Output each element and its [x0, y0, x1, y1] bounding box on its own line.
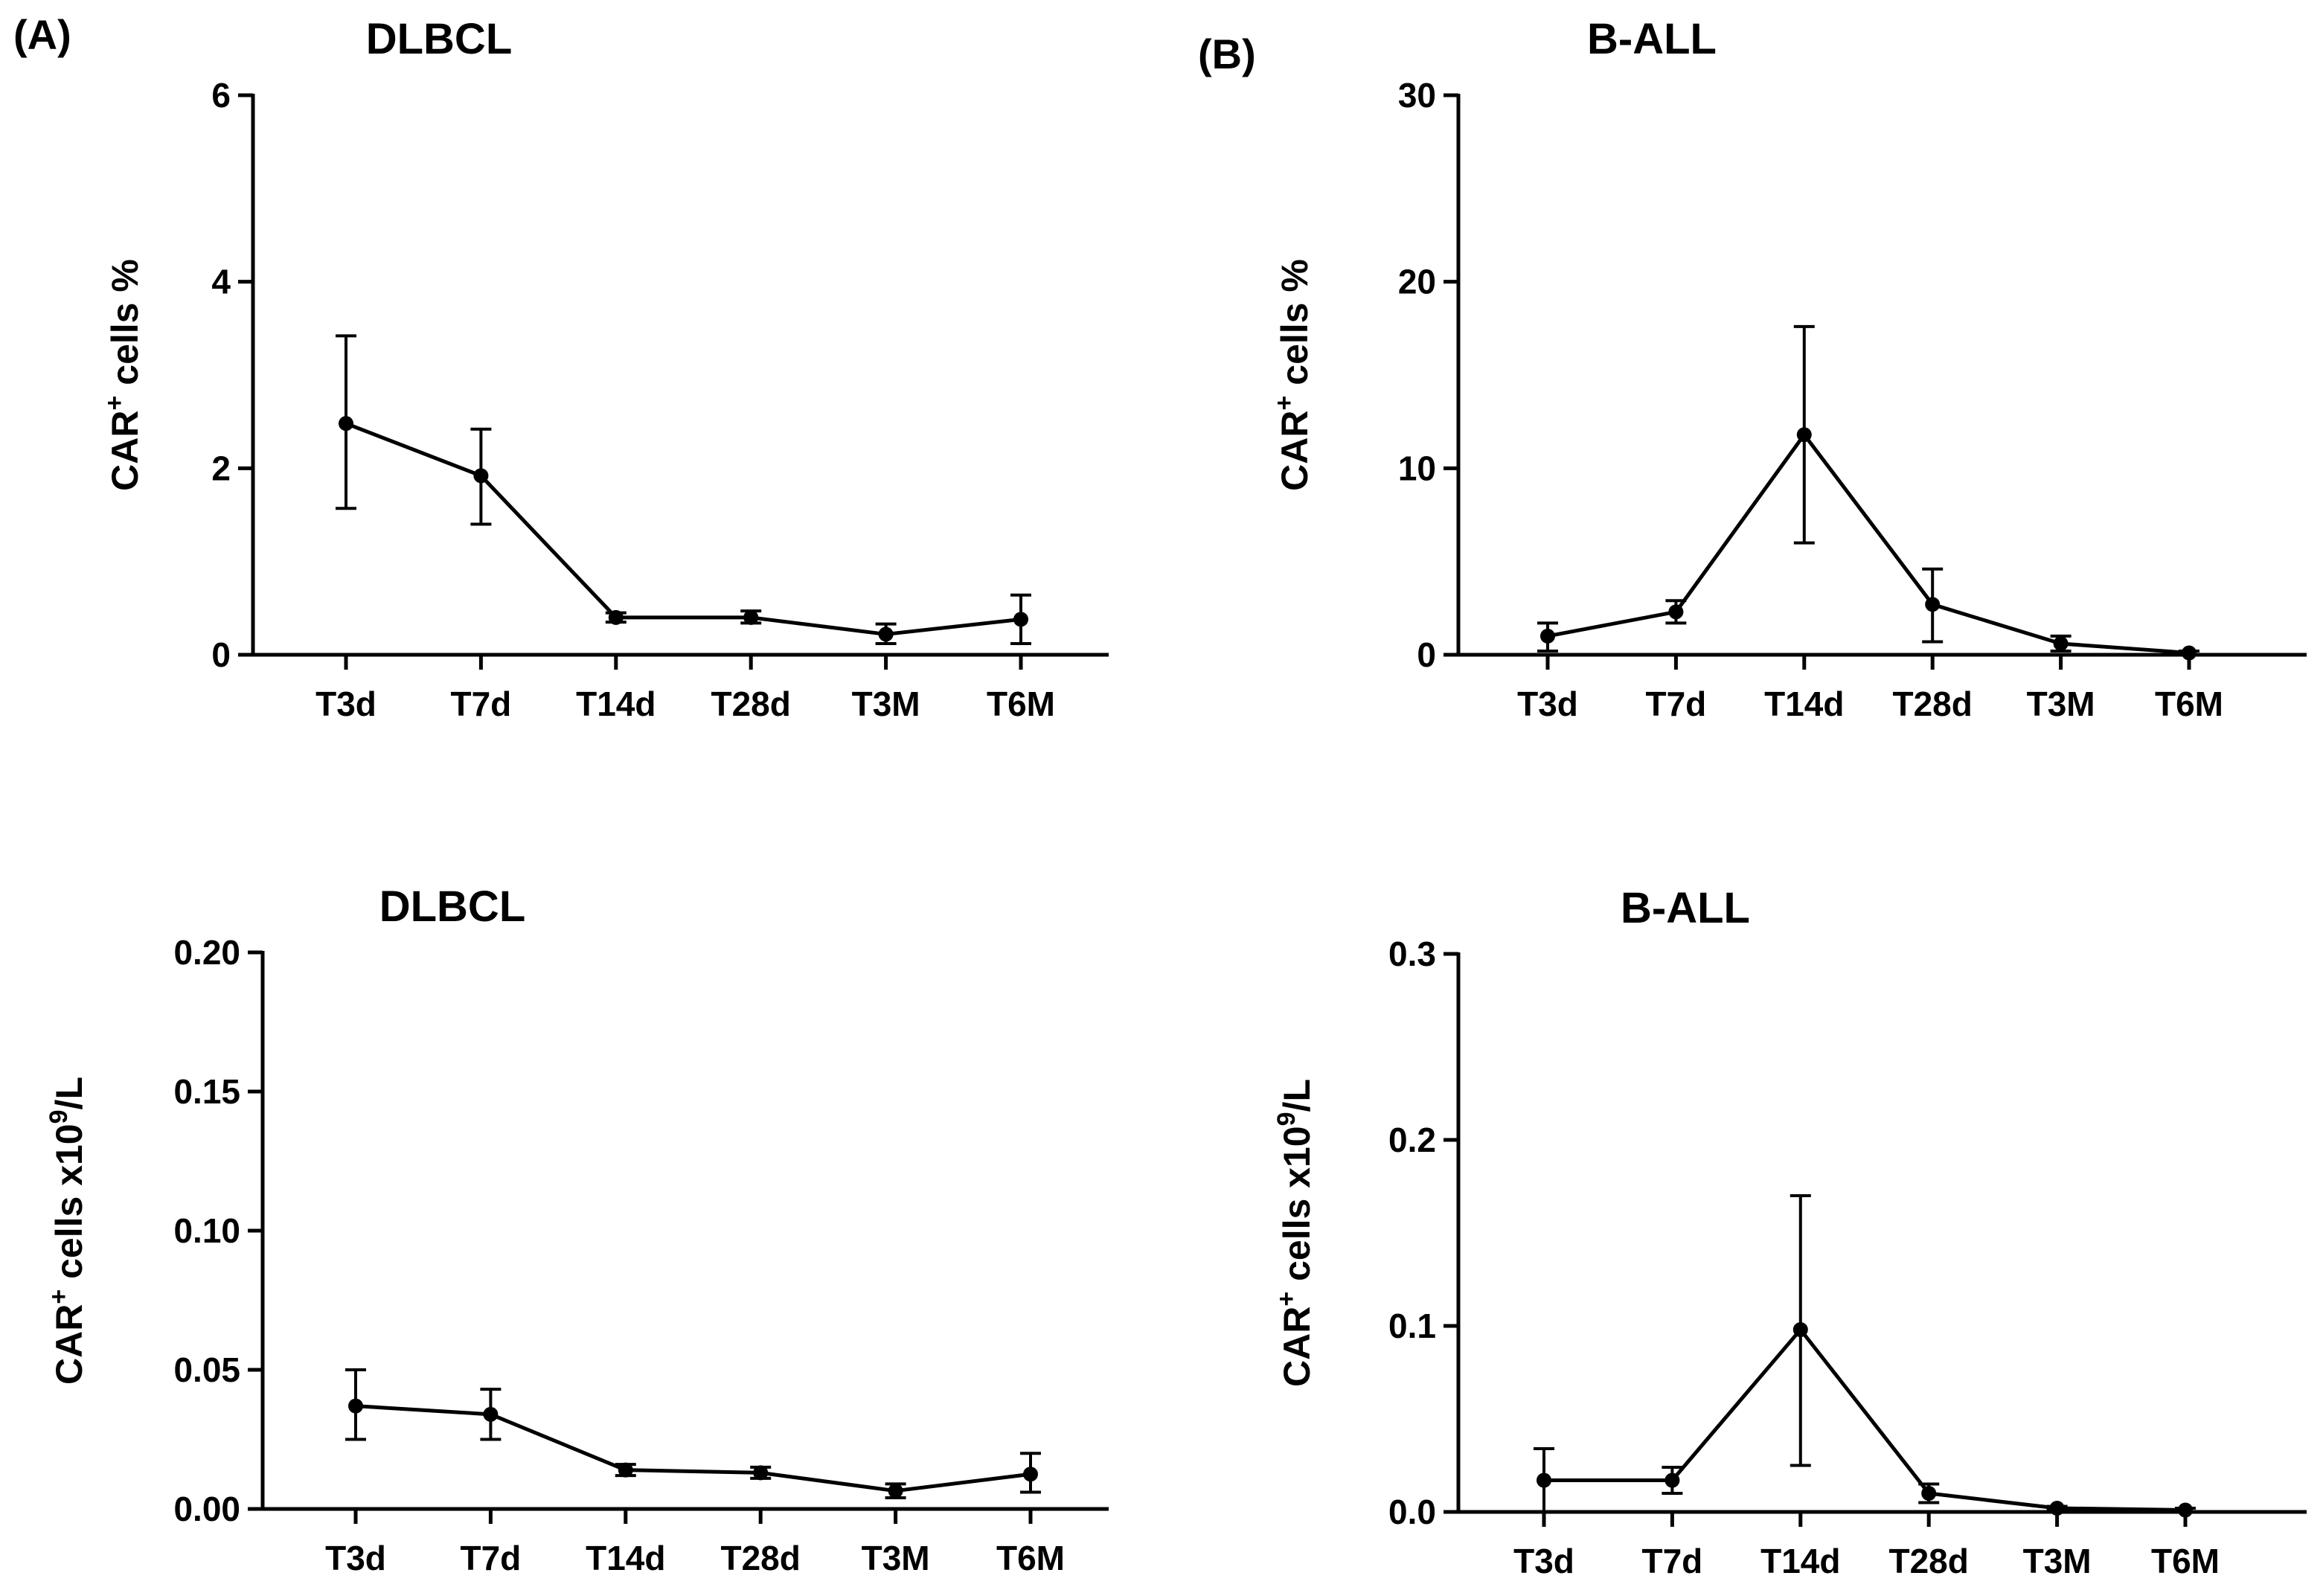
data-point	[1921, 1486, 1937, 1501]
x-tick-label: T3M	[862, 1539, 930, 1577]
x-tick-label: T14d	[1764, 685, 1844, 723]
data-point	[878, 626, 894, 642]
x-tick-label: T14d	[1760, 1542, 1840, 1580]
x-tick-label: T6M	[996, 1539, 1065, 1577]
x-tick-label: T7d	[1642, 1542, 1703, 1580]
data-point	[753, 1465, 769, 1481]
x-tick-label: T6M	[2151, 1542, 2220, 1580]
panel-label-b: (B)	[1198, 31, 1256, 77]
y-tick-label: 2	[211, 449, 231, 487]
chart-title: B-ALL	[1587, 15, 1717, 63]
data-point	[339, 416, 353, 432]
x-tick-label: T28d	[1889, 1542, 1969, 1580]
data-point	[888, 1483, 903, 1499]
x-tick-label: T3M	[2023, 1542, 2092, 1580]
data-point	[608, 609, 624, 625]
x-tick-label: T3M	[2027, 685, 2095, 723]
y-axis-label: CAR+ cells %	[100, 259, 146, 491]
x-tick-label: T3d	[315, 685, 377, 723]
y-tick-label: 0.00	[173, 1490, 240, 1528]
x-tick-label: T3M	[852, 685, 920, 723]
x-tick-label: T7d	[1646, 685, 1707, 723]
y-tick-label: 0.05	[173, 1350, 240, 1389]
x-tick-label: T28d	[721, 1539, 801, 1577]
chart-title: DLBCL	[379, 882, 526, 931]
data-point	[2053, 635, 2069, 651]
y-tick-label: 4	[211, 263, 231, 301]
y-tick-label: 0	[1417, 635, 1436, 674]
y-tick-label: 20	[1398, 263, 1436, 301]
x-tick-label: T7d	[451, 685, 512, 723]
x-tick-label: T7d	[461, 1539, 522, 1577]
data-point	[1792, 1322, 1808, 1337]
series-line	[355, 1404, 1031, 1493]
x-tick-label: T3d	[325, 1539, 386, 1577]
y-tick-label: 6	[211, 76, 231, 115]
y-axis-label: CAR+ cells x109/L	[45, 1077, 90, 1385]
data-point	[1537, 1472, 1551, 1488]
x-tick-label: T6M	[987, 685, 1055, 723]
chart-4: B-ALL 0.0 0.1 0.2 0.3 T3d T7d T14d T28d T3M T6M CAR…	[1272, 884, 2307, 1580]
y-axis-label: CAR+ cells x109/L	[1272, 1079, 1318, 1387]
data-point	[1668, 604, 1684, 620]
data-point	[1925, 597, 1941, 612]
data-point	[1796, 427, 1812, 443]
x-tick-label: T6M	[2155, 685, 2223, 723]
data-point	[618, 1462, 633, 1478]
data-point	[743, 609, 759, 625]
data-point	[483, 1406, 499, 1422]
y-tick-label: 0.0	[1388, 1493, 1436, 1531]
x-tick-label: T14d	[576, 685, 656, 723]
y-tick-label: 0.1	[1388, 1307, 1436, 1345]
chart-title: B-ALL	[1621, 884, 1750, 932]
y-tick-label: 0.20	[173, 933, 240, 972]
series-line	[1544, 1327, 2186, 1512]
x-tick-label: T3d	[1513, 1542, 1574, 1580]
series-line	[345, 421, 1022, 636]
data-point	[1023, 1467, 1038, 1482]
chart-title: DLBCL	[366, 15, 513, 63]
x-tick-label: T28d	[711, 685, 791, 723]
data-point	[1664, 1472, 1680, 1488]
y-tick-label: 0.3	[1388, 935, 1436, 973]
y-tick-label: 10	[1398, 449, 1436, 487]
y-tick-label: 0.2	[1388, 1121, 1436, 1159]
data-point	[1540, 628, 1555, 644]
y-tick-label: 30	[1398, 76, 1436, 115]
x-tick-label: T14d	[586, 1539, 665, 1577]
y-tick-label: 0.15	[173, 1072, 240, 1111]
y-tick-label: 0.10	[173, 1211, 240, 1250]
panel-label-a: (A)	[13, 11, 71, 58]
data-point	[473, 468, 489, 484]
x-tick-label: T3d	[1517, 685, 1578, 723]
data-point	[2182, 645, 2197, 661]
data-point	[348, 1398, 363, 1414]
series-line	[1547, 432, 2190, 655]
x-tick-label: T28d	[1893, 685, 1973, 723]
chart-2: B-ALL 0 10 20 30 T3d T7d T14d T28d T3M T6M CAR+ cel…	[1270, 15, 2307, 723]
data-point	[2049, 1501, 2065, 1516]
y-tick-label: 0	[211, 635, 231, 674]
data-point	[2178, 1502, 2193, 1518]
data-point	[1013, 612, 1028, 627]
y-axis-label: CAR+ cells %	[1270, 259, 1316, 491]
chart-1: DLBCL 0 2 4 6 T3d T7d T14d T28d T3M T6M CAR+ cells …	[100, 15, 1109, 723]
chart-3: DLBCL 0.00 0.05 0.10 0.15 0.20 T3d T7d T14d T28d T…	[45, 882, 1109, 1577]
